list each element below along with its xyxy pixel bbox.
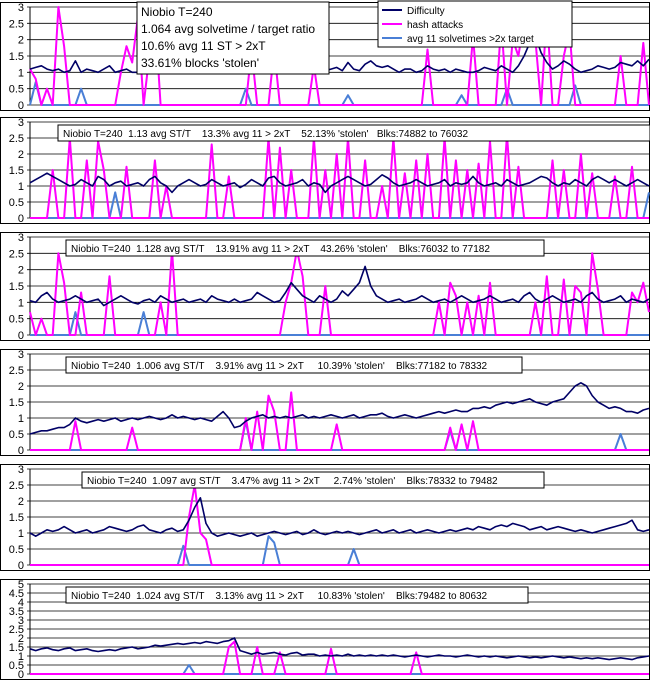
y-tick-label: 3 <box>18 464 24 476</box>
y-tick-label: 2 <box>18 265 24 277</box>
y-tick-label: 2.5 <box>9 248 24 260</box>
info-box <box>57 124 650 142</box>
hash-attacks-line <box>30 391 649 451</box>
y-tick-label: 0.5 <box>9 429 24 441</box>
difficulty-line <box>29 637 650 661</box>
y-tick-label: 3.5 <box>9 606 24 618</box>
difficulty-line <box>29 265 650 307</box>
y-tick-label: 1.5 <box>9 397 24 409</box>
y-tick-label: 2 <box>18 633 24 645</box>
y-tick-label: 1.5 <box>9 281 24 293</box>
y-tick-label: 0.5 <box>9 544 24 556</box>
chart-panel-6: 00.511.522.533.544.55 Niobio T=240 1.024 … <box>0 579 650 681</box>
difficulty-line <box>29 382 650 435</box>
info-text: Niobio T=240 1.128 avg ST/T 13.91% avg 1… <box>71 244 490 255</box>
chart-panel-3: 0 0.5 1 1.5 2 2.5 3 Niobio T=240 1.128 avg ST/T… <box>0 232 650 342</box>
y-tick-label: 4.5 <box>9 588 24 600</box>
y-tick-label: 2.5 <box>9 365 24 377</box>
y-tick-label: 2 <box>18 149 24 161</box>
info-box <box>136 1 330 75</box>
info-text: Niobio T=240 1.097 avg ST/T 3.47% avg 11… <box>87 476 498 487</box>
info-box <box>65 356 523 374</box>
y-tick-label: 0.5 <box>9 84 24 96</box>
info-text: 10.6% avg 11 ST > 2xT <box>141 39 266 53</box>
y-tick-label: 0 <box>18 330 24 342</box>
y-tick-label: 0.5 <box>9 314 24 326</box>
hash-attacks-line <box>30 133 649 219</box>
info-box <box>65 586 529 604</box>
y-tick-label: 1 <box>18 181 24 193</box>
y-tick-label: 0 <box>18 213 24 225</box>
y-tick-label: 2 <box>18 35 24 47</box>
y-tick-label: 1 <box>18 297 24 309</box>
info-box <box>81 471 545 489</box>
chart-panel-2: 0 0.5 1 1.5 2 2.5 3 Niobio T=240 1.13 avg ST/T … <box>0 117 650 225</box>
y-tick-label: 2 <box>18 381 24 393</box>
info-text: Niobio T=240 1.006 avg ST/T 3.91% avg 11… <box>71 361 488 372</box>
info-text: 1.064 avg solvetime / target ratio <box>141 22 315 36</box>
y-tick-label: 2.5 <box>9 133 24 145</box>
y-tick-label: 1 <box>18 67 24 79</box>
legend-label: hash attacks <box>407 20 463 31</box>
chart-panel-5: 0 0.5 1 1.5 2 2.5 3 Niobio T=240 1.097 avg ST/T… <box>0 464 650 572</box>
y-tick-label: 1 <box>18 413 24 425</box>
info-text: 33.61% blocks 'stolen' <box>141 56 259 70</box>
info-text: Niobio T=240 1.13 avg ST/T 13.3% avg 11 … <box>63 129 468 140</box>
difficulty-line <box>29 172 650 194</box>
y-tick-label: 3 <box>18 349 24 361</box>
legend-label: Difficulty <box>407 6 445 17</box>
y-tick-label: 5 <box>18 579 24 591</box>
y-tick-label: 3 <box>18 117 24 129</box>
hash-attacks-line <box>30 484 649 566</box>
hash-attacks-line <box>30 640 649 675</box>
y-tick-label: 3 <box>18 232 24 244</box>
y-tick-label: 0 <box>18 669 24 681</box>
y-tick-label: 2 <box>18 496 24 508</box>
legend-label: avg 11 solvetimes >2x target <box>407 34 534 45</box>
legend-box <box>377 0 573 48</box>
hash-attacks-line <box>29 249 650 336</box>
difficulty-line <box>29 497 650 537</box>
y-tick-label: 2.5 <box>9 624 24 636</box>
chart-panel-4: 0 0.5 1 1.5 2 2.5 3 Niobio T=240 1.006 avg ST/T… <box>0 349 650 457</box>
y-tick-label: 1.5 <box>9 51 24 63</box>
y-tick-label: 3 <box>18 615 24 627</box>
y-tick-label: 3 <box>18 2 24 14</box>
y-tick-label: 4 <box>18 597 24 609</box>
y-tick-label: 0 <box>18 560 24 572</box>
info-text: Niobio T=240 1.024 avg ST/T 3.13% avg 11… <box>71 591 488 602</box>
y-tick-label: 2.5 <box>9 480 24 492</box>
info-text: Niobio T=240 <box>141 5 213 19</box>
legend: Difficulty hash attacks avg 11 solvetimes … <box>377 0 573 48</box>
y-tick-label: 2.5 <box>9 18 24 30</box>
y-tick-label: 0 <box>18 100 24 112</box>
y-tick-label: 0.5 <box>9 197 24 209</box>
y-tick-label: 1 <box>18 528 24 540</box>
info-box <box>65 239 545 257</box>
y-tick-label: 0 <box>18 445 24 457</box>
y-tick-label: 1.5 <box>9 642 24 654</box>
difficulty-line <box>29 35 650 74</box>
y-tick-label: 0.5 <box>9 660 24 672</box>
y-tick-label: 1.5 <box>9 165 24 177</box>
y-tick-label: 1 <box>18 651 24 663</box>
y-tick-label: 1.5 <box>9 512 24 524</box>
